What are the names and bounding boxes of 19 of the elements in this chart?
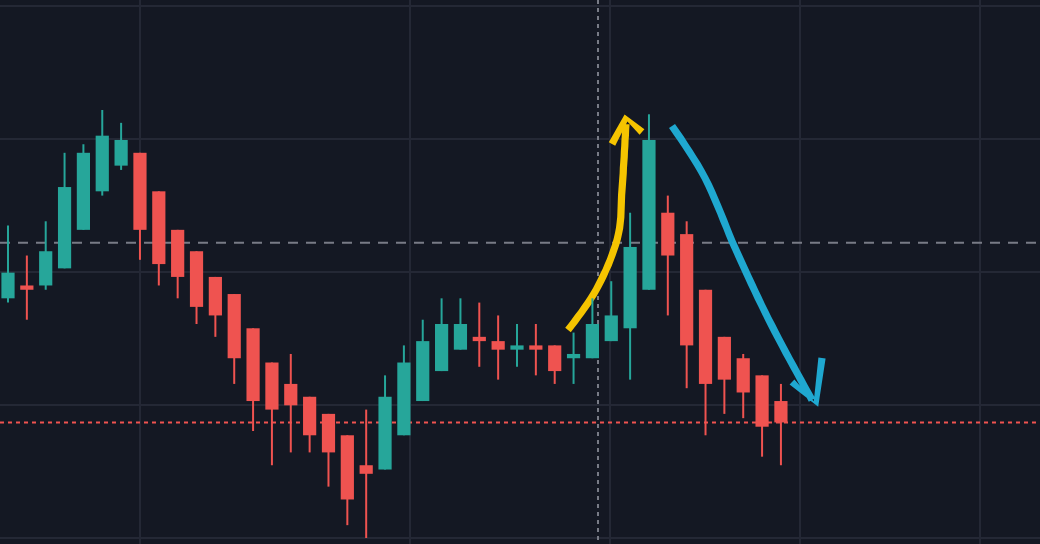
candlestick (1, 224, 15, 304)
candlestick (548, 344, 562, 385)
candlestick (20, 254, 34, 321)
candlestick (39, 220, 53, 291)
candlestick (171, 228, 185, 300)
candlestick (208, 275, 222, 338)
candlestick (661, 194, 675, 317)
candlestick (585, 297, 600, 360)
candlestick (453, 297, 468, 351)
candlestick (529, 323, 543, 377)
candlestick (604, 280, 618, 343)
candlestick (434, 297, 449, 373)
candlestick (566, 331, 581, 385)
candlestick (114, 121, 128, 171)
candlestick (717, 335, 731, 415)
candlestick (472, 301, 486, 368)
candlestick (491, 314, 505, 381)
candlestick (510, 323, 524, 368)
candlestick (736, 352, 750, 420)
